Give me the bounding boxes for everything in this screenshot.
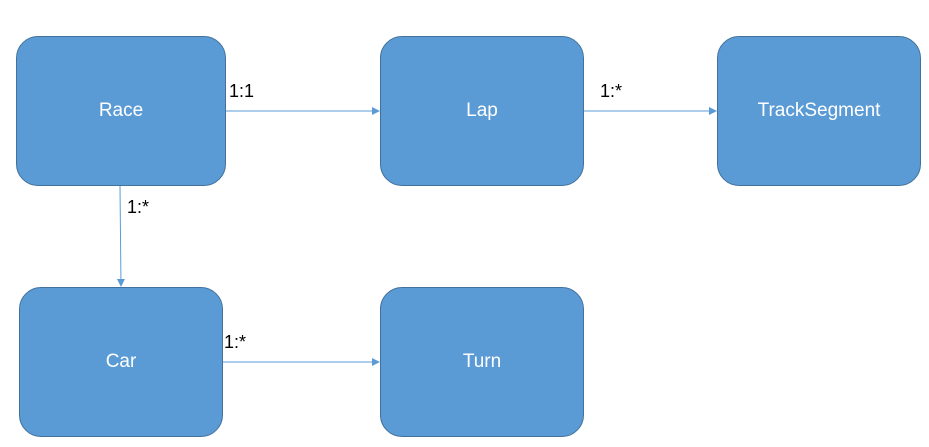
entity-lap-label: Lap — [466, 100, 498, 121]
cardinality-race-lap: 1:1 — [229, 81, 255, 101]
entity-race[interactable]: Race — [16, 36, 226, 186]
entity-track-segment-label: TrackSegment — [757, 100, 881, 121]
connector-race-car — [116, 185, 125, 287]
entity-lap[interactable]: Lap — [380, 36, 584, 186]
entity-car[interactable]: Car — [19, 287, 223, 437]
cardinality-race-car: 1:* — [127, 197, 150, 217]
entity-turn-label: Turn — [462, 351, 502, 372]
entity-car-label: Car — [105, 351, 137, 372]
cardinality-lap-track-segment: 1:* — [600, 81, 623, 101]
entity-track-segment[interactable]: TrackSegment — [717, 36, 921, 186]
cardinality-car-turn: 1:* — [224, 332, 247, 352]
entity-turn[interactable]: Turn — [380, 287, 584, 437]
entity-race-label: Race — [98, 100, 144, 121]
